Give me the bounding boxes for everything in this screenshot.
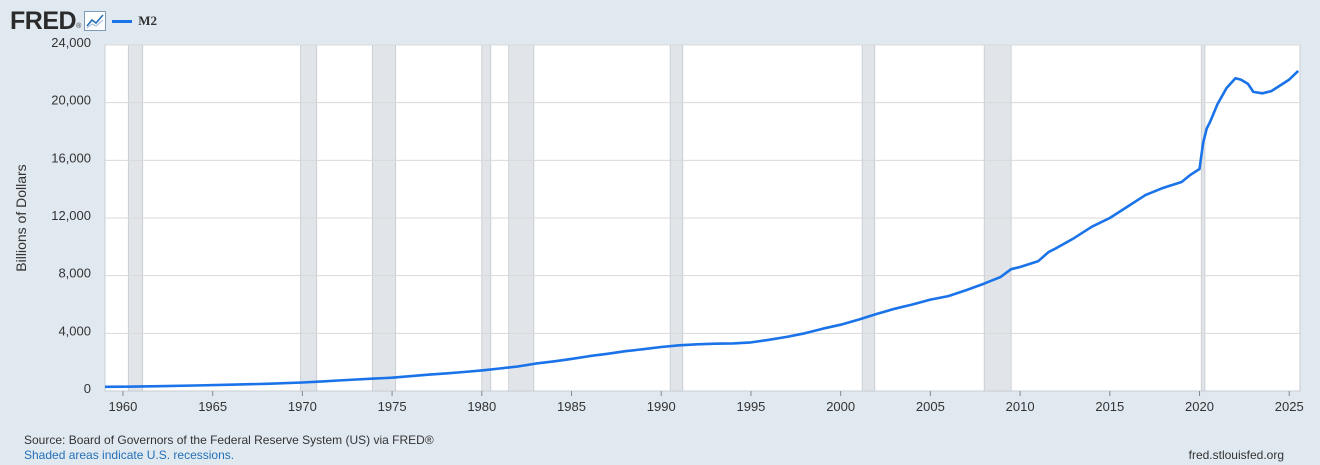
y-tick-label-20000: 20,000 bbox=[51, 93, 91, 108]
grid-lines bbox=[105, 44, 1300, 334]
x-tick-label-1975: 1975 bbox=[378, 399, 407, 414]
y-tick-label-8000: 8,000 bbox=[58, 266, 91, 281]
y-tick-label-24000: 24,000 bbox=[51, 35, 91, 50]
y-axis-ticks: 0 4,000 8,000 12,000 16,000 20,000 24,000 bbox=[51, 35, 91, 396]
chart-header: FRED ® M2 bbox=[10, 6, 157, 36]
x-tick-label-1995: 1995 bbox=[736, 399, 765, 414]
y-tick-label-12000: 12,000 bbox=[51, 208, 91, 223]
x-axis-ticks: 1960 1965 1970 1975 1980 1985 1990 1995 2000 2005… bbox=[108, 391, 1304, 414]
source-note: Source: Board of Governors of the Federa… bbox=[24, 433, 434, 447]
series-line-m2 bbox=[104, 69, 1300, 389]
recession-note-link[interactable]: Shaded areas indicate U.S. recessions. bbox=[24, 448, 235, 462]
y-tick-label-0: 0 bbox=[84, 381, 91, 396]
legend[interactable]: M2 bbox=[112, 13, 157, 29]
y-tick-label-4000: 4,000 bbox=[58, 323, 91, 338]
x-tick-label-2000: 2000 bbox=[826, 399, 855, 414]
x-tick-label-1985: 1985 bbox=[557, 399, 586, 414]
y-tick-label-16000: 16,000 bbox=[51, 150, 91, 165]
legend-label-m2: M2 bbox=[138, 13, 158, 28]
x-tick-label-1965: 1965 bbox=[198, 399, 227, 414]
line-chart-icon bbox=[84, 11, 107, 31]
x-tick-label-1960: 1960 bbox=[108, 399, 137, 414]
y-axis-label: Billions of Dollars bbox=[13, 164, 29, 271]
x-tick-label-2020: 2020 bbox=[1185, 399, 1214, 414]
x-tick-label-2015: 2015 bbox=[1095, 399, 1124, 414]
x-tick-label-1970: 1970 bbox=[288, 399, 317, 414]
x-tick-label-2005: 2005 bbox=[916, 399, 945, 414]
x-tick-label-2010: 2010 bbox=[1006, 399, 1035, 414]
legend-swatch-m2 bbox=[112, 19, 133, 23]
fred-logo-mark: ® bbox=[76, 23, 82, 30]
x-tick-label-2025: 2025 bbox=[1275, 399, 1304, 414]
fred-logo[interactable]: FRED bbox=[10, 6, 77, 35]
x-tick-label-1990: 1990 bbox=[647, 399, 676, 414]
x-tick-label-1980: 1980 bbox=[467, 399, 496, 414]
fred-credit-link[interactable]: fred.stlouisfed.org bbox=[1188, 448, 1284, 462]
